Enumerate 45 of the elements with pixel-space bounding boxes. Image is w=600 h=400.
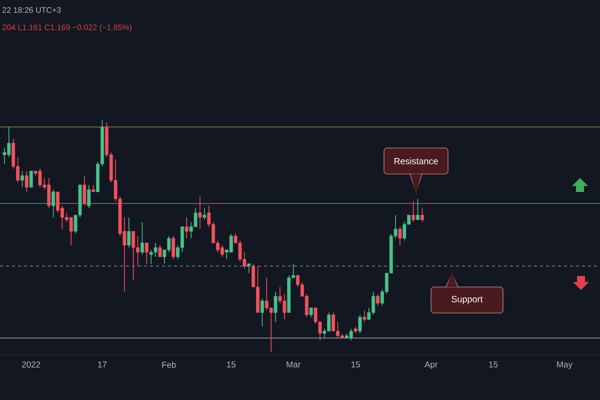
candlestick xyxy=(358,314,362,334)
candlestick xyxy=(376,294,380,306)
text: 22 18:26 UTC+3 xyxy=(2,7,61,13)
candlestick xyxy=(127,217,131,248)
candlestick xyxy=(260,298,264,327)
candlestick xyxy=(69,217,73,246)
candlestick xyxy=(184,217,188,239)
candlestick xyxy=(274,291,278,322)
candlestick xyxy=(420,208,424,222)
candlestick xyxy=(140,222,144,255)
candlestick xyxy=(29,170,33,188)
text: 204 L1.161 C1.169 −0.022 (−1.85%) xyxy=(2,24,132,32)
x-tick-label: Feb xyxy=(162,362,176,368)
candlestick xyxy=(349,328,353,341)
candlestick xyxy=(2,147,6,164)
x-tick-label: Mar xyxy=(286,362,301,368)
candlestick xyxy=(247,263,251,274)
x-tick-label: 2022 xyxy=(22,362,40,368)
candlestick xyxy=(24,170,28,192)
candlestick xyxy=(229,233,233,253)
candlestick xyxy=(172,236,176,260)
candlestick xyxy=(309,307,313,318)
candlestick xyxy=(82,175,86,206)
candlestick xyxy=(154,242,158,258)
candlestick xyxy=(198,196,202,230)
x-tick-label: 15 xyxy=(489,362,498,368)
x-tick-label: Apr xyxy=(424,362,438,370)
candlestick xyxy=(158,244,162,258)
x-tick-label: 17 xyxy=(98,362,107,368)
annotation: Resistance xyxy=(394,158,438,164)
candlestick xyxy=(20,170,24,188)
candlestick xyxy=(202,208,206,220)
candlestick xyxy=(362,310,366,322)
candlestick xyxy=(144,242,148,264)
candlestick xyxy=(412,200,416,222)
candlestick xyxy=(132,230,136,280)
candlestick xyxy=(52,189,56,218)
x-tick-label: 15 xyxy=(227,362,236,368)
candlestick xyxy=(194,208,198,228)
annotation: Support xyxy=(452,296,483,304)
candlestick xyxy=(398,226,402,246)
x-tick-label: 15 xyxy=(351,362,360,368)
candlestick xyxy=(87,184,91,209)
x-tick-label: May xyxy=(557,362,572,370)
candlestick xyxy=(416,198,420,220)
